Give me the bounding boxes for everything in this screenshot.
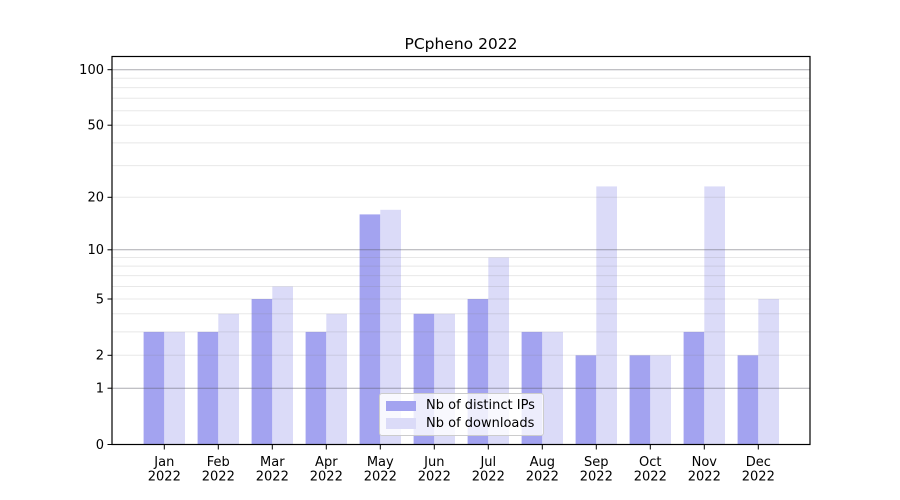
x-tick-label: Feb 2022 [202,455,235,485]
bar [758,299,779,445]
y-tick-label: 20 [87,191,104,206]
y-tick-label: 0 [96,438,104,453]
x-tick-label: Apr 2022 [310,455,343,485]
bar [272,286,293,445]
legend-item-downloads: Nb of downloads [386,417,537,430]
bar [251,299,273,445]
x-tick-label: Jul 2022 [472,455,505,485]
bar [704,186,725,445]
x-tick-label: Dec 2022 [742,455,775,485]
bar [575,355,597,445]
y-tick-label: 50 [87,119,104,134]
bar [629,355,651,445]
legend-label-distinct-ips: Nb of distinct IPs [426,398,535,414]
chart-title: PCpheno 2022 [404,35,518,53]
y-tick-label: 5 [96,292,104,307]
x-tick-label: Nov 2022 [688,455,721,485]
bar [650,355,671,445]
bar [218,313,239,445]
bar [359,214,381,445]
plot-frame [111,55,811,446]
y-tick-label: 2 [96,349,104,364]
bar [326,313,347,445]
legend-swatch-distinct-ips [386,400,416,411]
legend-swatch-downloads [386,418,416,429]
y-tick-label: 10 [87,243,104,258]
x-tick-label: Oct 2022 [634,455,667,485]
legend-label-downloads: Nb of downloads [426,415,535,431]
bar [737,355,759,445]
y-tick-label: 100 [79,63,104,78]
x-tick-label: May 2022 [364,455,397,485]
x-tick-label: Jun 2022 [418,455,451,485]
bar [596,186,617,445]
y-tick-label: 1 [96,382,104,397]
x-tick-label: Sep 2022 [580,455,613,485]
x-tick-label: Aug 2022 [526,455,559,485]
x-tick-label: Mar 2022 [256,455,289,485]
legend: Nb of distinct IPs Nb of downloads [379,393,544,436]
legend-item-distinct-ips: Nb of distinct IPs [386,399,537,412]
x-tick-label: Jan 2022 [148,455,181,485]
bar [380,209,401,445]
